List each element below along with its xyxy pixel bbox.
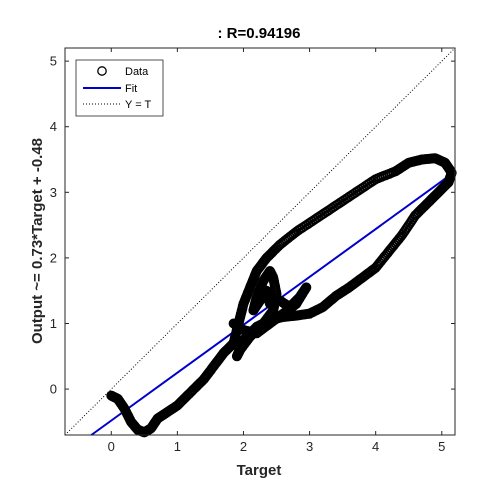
legend-identity-label: Y = T <box>125 99 151 111</box>
data-series <box>106 153 457 438</box>
data-point <box>228 318 239 329</box>
y-tick-label: 4 <box>50 119 57 134</box>
legend-fit-label: Fit <box>125 83 137 95</box>
x-axis-ticks: 0 1 2 3 4 5 <box>108 48 445 454</box>
x-tick-label: 2 <box>240 439 247 454</box>
chart-title: : R=0.94196 <box>218 25 301 42</box>
x-tick-label: 1 <box>174 439 181 454</box>
y-tick-label: 2 <box>50 250 57 265</box>
y-tick-label: 3 <box>50 185 57 200</box>
y-axis-ticks: 0 1 2 3 4 5 <box>50 54 455 397</box>
x-tick-label: 4 <box>372 439 379 454</box>
legend-data-label: Data <box>125 66 149 78</box>
x-tick-label: 0 <box>108 439 115 454</box>
y-axis-label: Output ~= 0.73*Target + -0.48 <box>29 138 46 344</box>
y-tick-label: 5 <box>50 54 57 69</box>
legend-data-marker <box>97 66 107 76</box>
x-tick-label: 5 <box>438 439 445 454</box>
legend: Data Fit Y = T <box>75 59 164 117</box>
axes-box <box>64 47 456 436</box>
y-tick-label: 1 <box>50 316 57 331</box>
x-axis-label: Target <box>237 462 282 479</box>
y-tick-label: 0 <box>50 382 57 397</box>
x-tick-label: 3 <box>306 439 313 454</box>
